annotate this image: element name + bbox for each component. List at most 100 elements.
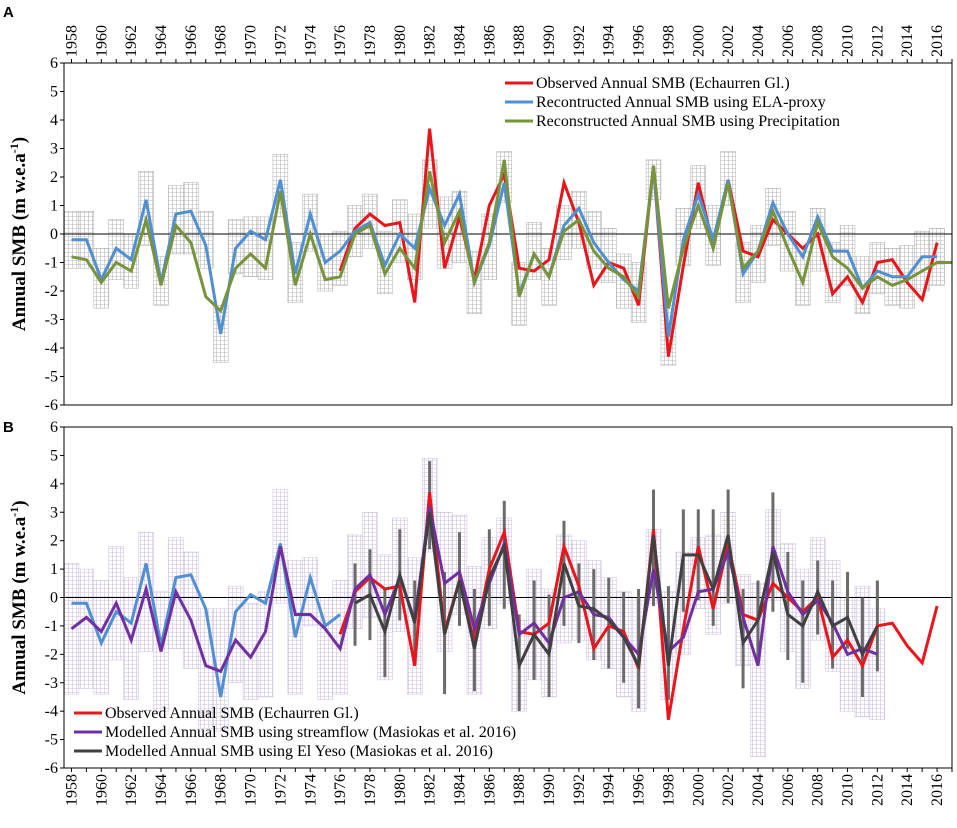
x-tick-label: 2006 xyxy=(780,774,797,806)
x-tick-label: 1968 xyxy=(213,774,230,806)
x-tick-label: 1988 xyxy=(511,25,528,57)
y-tick-label: -6 xyxy=(45,397,58,414)
x-tick-label: 2014 xyxy=(899,25,916,57)
x-tick-label: 2000 xyxy=(690,774,707,806)
legend-label: Modelled Annual SMB using El Yeso (Masio… xyxy=(105,743,493,760)
y-axis-label: Annual SMB (m w.e.a-1) xyxy=(7,137,30,331)
x-tick-label: 1962 xyxy=(123,25,140,57)
legend-label: Recontructed Annual SMB using ELA-proxy xyxy=(536,94,826,111)
x-tick-label: 2012 xyxy=(869,25,886,57)
uncertainty-band-2012 xyxy=(869,242,886,295)
y-tick-label: -2 xyxy=(45,646,58,663)
x-tick-label: 1972 xyxy=(272,774,289,806)
x-tick-label: 2008 xyxy=(810,774,827,806)
x-tick-label: 1996 xyxy=(631,25,648,57)
y-tick-label: 1 xyxy=(50,198,58,215)
x-tick-label: 1992 xyxy=(571,774,588,806)
x-tick-label: 1990 xyxy=(541,25,558,57)
legend-label: Observed Annual SMB (Echaurren Gl.) xyxy=(105,705,359,722)
x-tick-label: 1974 xyxy=(302,774,319,806)
x-tick-label: 2016 xyxy=(929,774,946,806)
y-tick-label: -5 xyxy=(45,369,58,386)
x-tick-label: 1962 xyxy=(123,774,140,806)
x-tick-label: 2016 xyxy=(929,25,946,57)
x-tick-label: 1988 xyxy=(511,774,528,806)
x-tick-label: 1974 xyxy=(302,25,319,57)
x-tick-label: 1960 xyxy=(93,774,110,806)
panel-b: -6 -5 -4 -3 -2 -1 0 1 2 3 4 5 6 1958 1960 1962 1964 1966 1… xyxy=(3,419,953,806)
y-tick-label: 1 xyxy=(50,561,58,578)
x-tick-label: 2014 xyxy=(899,774,916,806)
x-tick-label: 1966 xyxy=(183,25,200,57)
x-tick-label: 1992 xyxy=(571,25,588,57)
y-tick-label: 0 xyxy=(50,226,58,243)
y-tick-label: -4 xyxy=(45,703,58,720)
y-tick-label: 0 xyxy=(50,590,58,607)
x-tick-label: 1986 xyxy=(481,25,498,57)
x-tick-label: 1976 xyxy=(332,774,349,806)
panel-letter: B xyxy=(3,419,14,436)
y-tick-label: 3 xyxy=(50,141,58,158)
x-tick-label: 2004 xyxy=(750,25,767,57)
uncertainty-band-1973 xyxy=(287,560,303,695)
x-tick-label: 1980 xyxy=(392,25,409,57)
x-tick-label: 1964 xyxy=(153,25,170,57)
x-tick-label: 1996 xyxy=(631,774,648,806)
x-tick-label: 2008 xyxy=(810,25,827,57)
panel-letter: A xyxy=(3,4,14,21)
x-tick-label: 1982 xyxy=(422,25,439,57)
uncertainty-band-1958 xyxy=(63,563,80,695)
x-tick-label: 1978 xyxy=(362,25,379,57)
y-tick-label: -2 xyxy=(45,283,58,300)
x-tick-label: 1984 xyxy=(451,774,468,806)
y-tick-label: -6 xyxy=(45,760,58,777)
x-tick-label: 2010 xyxy=(840,25,857,57)
y-tick-label: -3 xyxy=(45,312,58,329)
x-tick-label: 1966 xyxy=(183,774,200,806)
y-tick-label: -5 xyxy=(45,732,58,749)
x-tick-label: 1998 xyxy=(660,774,677,806)
x-tick-label: 1994 xyxy=(601,25,618,57)
x-tick-label: 1976 xyxy=(332,25,349,57)
x-tick-label: 1994 xyxy=(601,774,618,806)
y-tick-label: 2 xyxy=(50,533,58,550)
y-tick-label: 4 xyxy=(50,112,58,129)
x-tick-label: 1980 xyxy=(392,774,409,806)
y-tick-label: 2 xyxy=(50,169,58,186)
x-tick-label: 2002 xyxy=(720,25,737,57)
x-tick-label: 2004 xyxy=(750,774,767,806)
uncertainty-band-2010 xyxy=(839,225,856,286)
x-tick-label: 1978 xyxy=(362,774,379,806)
panel-a: -6 -5 -4 -3 -2 -1 0 1 2 3 4 5 6 1958 1960 1962 1964 1966 1… xyxy=(3,4,953,414)
x-tick-label: 1958 xyxy=(63,25,80,57)
y-tick-label: -1 xyxy=(45,618,58,635)
x-tick-label: 2010 xyxy=(840,774,857,806)
y-tick-label: 6 xyxy=(50,55,58,72)
y-tick-label: -3 xyxy=(45,675,58,692)
legend-label: Observed Annual SMB (Echaurren Gl.) xyxy=(536,75,790,92)
x-tick-label: 1982 xyxy=(422,774,439,806)
y-tick-label: -1 xyxy=(45,255,58,272)
uncertainty-band-1970 xyxy=(242,216,259,277)
uncertainty-band-1974 xyxy=(302,193,318,252)
x-tick-label: 1984 xyxy=(451,25,468,57)
series-line-3 xyxy=(354,512,879,671)
uncertainty-band-1967 xyxy=(198,210,214,269)
y-tick-label: -4 xyxy=(45,340,58,357)
x-tick-label: 2012 xyxy=(869,774,886,806)
uncertainty-band-1974 xyxy=(302,557,318,627)
y-tick-label: 4 xyxy=(50,476,58,493)
x-tick-label: 1998 xyxy=(660,25,677,57)
x-tick-label: 1968 xyxy=(213,25,230,57)
x-tick-label: 1964 xyxy=(153,774,170,806)
x-tick-label: 1958 xyxy=(63,774,80,806)
uncertainty-band-1959 xyxy=(78,568,95,689)
x-tick-label: 1970 xyxy=(243,774,260,806)
x-tick-label: 2006 xyxy=(780,25,797,57)
x-tick-label: 1970 xyxy=(243,25,260,57)
series-line-1 xyxy=(71,543,342,698)
y-tick-label: 5 xyxy=(50,84,58,101)
y-tick-label: 3 xyxy=(50,504,58,521)
x-tick-label: 1990 xyxy=(541,774,558,806)
